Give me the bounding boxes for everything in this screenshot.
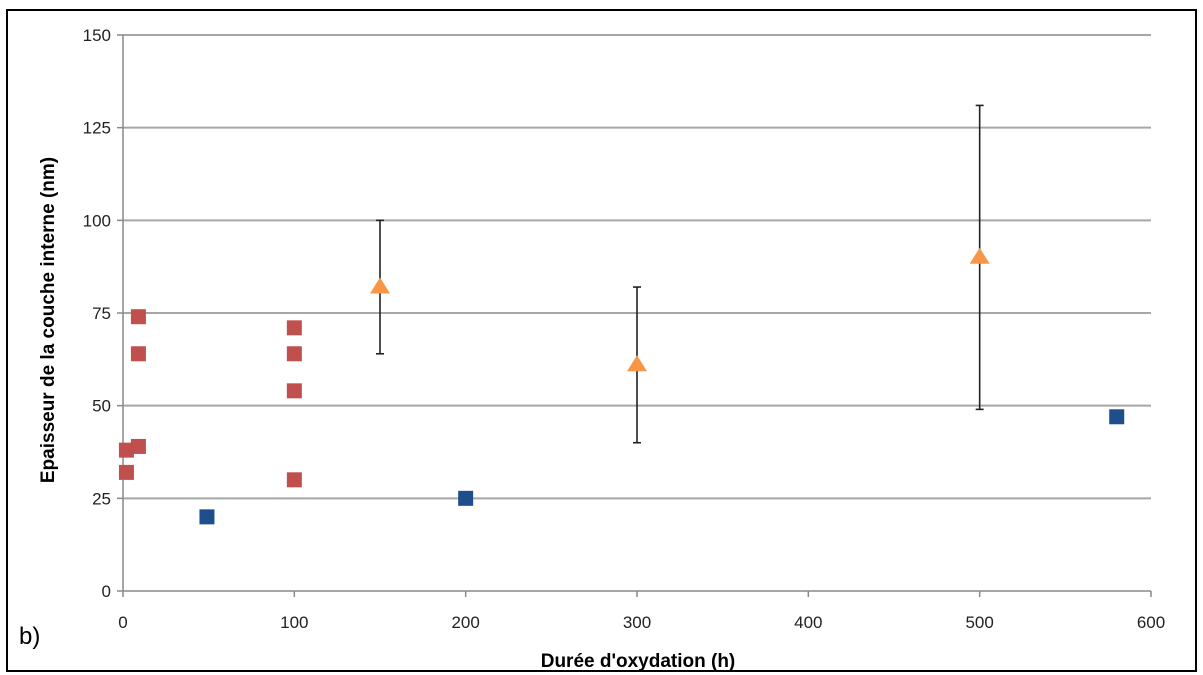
y-tick-label: 125 xyxy=(83,119,111,138)
x-tick-label: 100 xyxy=(280,613,308,632)
x-tick-label: 400 xyxy=(794,613,822,632)
data-point-square xyxy=(130,309,146,325)
y-tick-label: 50 xyxy=(92,397,111,416)
axes xyxy=(117,34,1152,597)
data-point-square xyxy=(130,346,146,362)
data-point-triangle xyxy=(627,355,647,372)
chart-frame xyxy=(6,9,1197,672)
x-tick-label: 300 xyxy=(623,613,651,632)
data-point-square xyxy=(118,464,134,480)
y-tick-label: 25 xyxy=(92,489,111,508)
panel-label: b) xyxy=(19,623,40,650)
data-point-square xyxy=(130,438,146,454)
y-tick-label: 150 xyxy=(83,26,111,45)
data-point-square xyxy=(1109,409,1125,425)
data-points xyxy=(118,247,1125,525)
y-tick-label: 100 xyxy=(83,211,111,230)
data-point-square xyxy=(118,442,134,458)
y-tick-label: 75 xyxy=(92,304,111,323)
error-bars xyxy=(376,104,984,444)
x-tick-label: 0 xyxy=(118,613,127,632)
data-point-triangle xyxy=(370,277,390,294)
x-tick-labels: 0 100 200 300 400 500 600 xyxy=(118,613,1165,632)
data-point-square xyxy=(199,509,215,525)
x-tick-label: 200 xyxy=(451,613,479,632)
y-tick-label: 0 xyxy=(102,582,111,601)
data-point-square xyxy=(286,346,302,362)
x-tick-label: 500 xyxy=(965,613,993,632)
data-point-square xyxy=(286,472,302,488)
data-point-square xyxy=(458,490,474,506)
data-point-triangle xyxy=(969,247,990,264)
data-point-square xyxy=(286,383,302,399)
data-point-square xyxy=(286,320,302,336)
x-axis-title: Durée d'oxydation (h) xyxy=(541,651,736,672)
y-tick-labels: 0 25 50 75 100 125 150 xyxy=(83,26,111,601)
x-tick-label: 600 xyxy=(1137,613,1165,632)
y-axis-title: Epaisseur de la couche interne (nm) xyxy=(38,157,59,483)
